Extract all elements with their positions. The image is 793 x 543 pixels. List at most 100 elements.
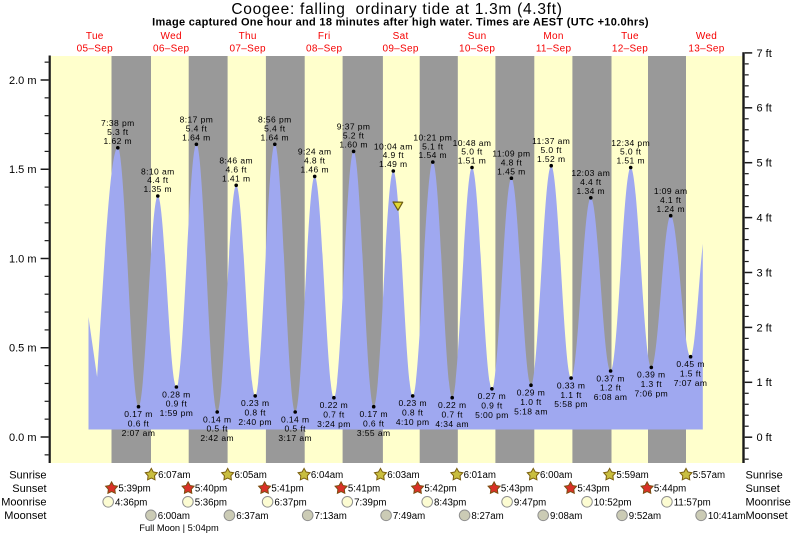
- svg-text:05–Sep: 05–Sep: [77, 44, 113, 55]
- svg-text:1.3 ft: 1.3 ft: [641, 379, 663, 389]
- svg-text:8:43pm: 8:43pm: [434, 497, 466, 508]
- svg-text:0.6 ft: 0.6 ft: [128, 418, 150, 428]
- svg-text:6:00am: 6:00am: [158, 511, 190, 522]
- svg-text:10:41am: 10:41am: [708, 511, 746, 522]
- svg-text:3:24 pm: 3:24 pm: [317, 419, 351, 429]
- svg-text:1.45 m: 1.45 m: [497, 166, 526, 176]
- svg-text:9:08am: 9:08am: [550, 511, 582, 522]
- svg-text:Sunrise: Sunrise: [746, 469, 783, 481]
- svg-text:1.51 m: 1.51 m: [616, 156, 645, 166]
- svg-text:0.8 ft: 0.8 ft: [402, 408, 424, 418]
- svg-text:Sat: Sat: [393, 31, 409, 42]
- svg-text:11:57pm: 11:57pm: [674, 497, 711, 508]
- svg-text:1.5 ft: 1.5 ft: [680, 368, 702, 378]
- svg-text:6:37am: 6:37am: [236, 511, 268, 522]
- svg-text:11:09 pm: 11:09 pm: [492, 149, 530, 159]
- svg-text:0.6 ft: 0.6 ft: [363, 418, 385, 428]
- svg-text:0.8 ft: 0.8 ft: [244, 408, 266, 418]
- svg-text:1.49 m: 1.49 m: [379, 159, 408, 169]
- svg-text:5:00 pm: 5:00 pm: [475, 410, 509, 420]
- svg-text:0.23 m: 0.23 m: [398, 398, 427, 408]
- svg-text:4:34 am: 4:34 am: [435, 419, 469, 429]
- svg-text:9:47pm: 9:47pm: [514, 497, 546, 508]
- svg-text:7:38 pm: 7:38 pm: [101, 118, 135, 128]
- svg-text:6:01am: 6:01am: [464, 470, 496, 481]
- svg-text:5.1 ft: 5.1 ft: [422, 141, 444, 151]
- svg-text:Sunset: Sunset: [746, 483, 780, 495]
- svg-text:8:56 pm: 8:56 pm: [258, 115, 292, 125]
- svg-text:08–Sep: 08–Sep: [306, 44, 342, 55]
- svg-text:1.51 m: 1.51 m: [458, 156, 487, 166]
- svg-text:Mon: Mon: [543, 31, 563, 42]
- svg-text:8:17 pm: 8:17 pm: [180, 115, 214, 125]
- svg-text:0.5 ft: 0.5 ft: [284, 424, 306, 434]
- svg-text:7:49am: 7:49am: [393, 511, 425, 522]
- svg-text:1.0 m: 1.0 m: [9, 253, 37, 265]
- svg-text:1.24 m: 1.24 m: [656, 204, 685, 214]
- svg-text:4.1 ft: 4.1 ft: [660, 195, 682, 205]
- svg-text:6:07am: 6:07am: [158, 470, 190, 481]
- svg-text:1 ft: 1 ft: [757, 377, 772, 389]
- svg-text:2:42 am: 2:42 am: [200, 433, 234, 443]
- svg-text:7:07 am: 7:07 am: [674, 378, 708, 388]
- svg-text:10:21 pm: 10:21 pm: [413, 132, 452, 142]
- svg-text:0.23 m: 0.23 m: [241, 398, 270, 408]
- svg-text:Image captured One hour and 18: Image captured One hour and 18 minutes a…: [152, 17, 649, 29]
- svg-text:4 ft: 4 ft: [757, 213, 772, 225]
- svg-text:Full Moon | 5:04pm: Full Moon | 5:04pm: [139, 523, 219, 533]
- svg-text:0.7 ft: 0.7 ft: [441, 409, 463, 419]
- svg-text:7:06 pm: 7:06 pm: [634, 389, 668, 399]
- svg-text:1.60 m: 1.60 m: [339, 140, 368, 150]
- svg-text:0.14 m: 0.14 m: [281, 414, 310, 424]
- svg-text:Moonrise: Moonrise: [1, 497, 46, 509]
- svg-text:0.22 m: 0.22 m: [320, 400, 349, 410]
- svg-text:3 ft: 3 ft: [757, 267, 772, 279]
- svg-text:Thu: Thu: [239, 31, 257, 42]
- svg-text:Sunset: Sunset: [12, 483, 46, 495]
- svg-text:8:10 am: 8:10 am: [141, 166, 175, 176]
- svg-text:9:37 pm: 9:37 pm: [337, 122, 371, 132]
- svg-text:2 ft: 2 ft: [757, 322, 772, 334]
- svg-text:5.0 ft: 5.0 ft: [620, 147, 642, 157]
- svg-text:3:17 am: 3:17 am: [278, 433, 312, 443]
- svg-text:10:48 am: 10:48 am: [453, 138, 492, 148]
- svg-text:5:39pm: 5:39pm: [118, 484, 150, 495]
- svg-text:0.29 m: 0.29 m: [517, 388, 546, 398]
- svg-text:2:40 pm: 2:40 pm: [238, 417, 272, 427]
- svg-text:0.39 m: 0.39 m: [637, 370, 666, 380]
- svg-text:Wed: Wed: [696, 31, 717, 42]
- svg-text:0.5 m: 0.5 m: [9, 343, 37, 355]
- svg-text:4:10 pm: 4:10 pm: [396, 417, 430, 427]
- svg-text:5.3 ft: 5.3 ft: [107, 127, 129, 137]
- svg-text:5.4 ft: 5.4 ft: [264, 124, 286, 134]
- svg-text:4.4 ft: 4.4 ft: [147, 175, 169, 185]
- svg-text:Sun: Sun: [468, 31, 487, 42]
- svg-text:0.22 m: 0.22 m: [438, 400, 467, 410]
- svg-text:09–Sep: 09–Sep: [382, 44, 418, 55]
- svg-text:0.0 m: 0.0 m: [9, 432, 37, 444]
- svg-text:6:08 am: 6:08 am: [594, 392, 628, 402]
- svg-text:5.0 ft: 5.0 ft: [461, 147, 483, 157]
- svg-text:4.9 ft: 4.9 ft: [383, 150, 405, 160]
- svg-text:1.64 m: 1.64 m: [261, 132, 290, 142]
- svg-text:1.64 m: 1.64 m: [182, 132, 211, 142]
- svg-text:1.0 ft: 1.0 ft: [520, 397, 542, 407]
- svg-text:11–Sep: 11–Sep: [536, 44, 572, 55]
- svg-text:Fri: Fri: [318, 31, 331, 42]
- svg-text:0.28 m: 0.28 m: [162, 389, 191, 399]
- svg-text:Moonset: Moonset: [4, 510, 46, 522]
- svg-text:0.27 m: 0.27 m: [478, 391, 507, 401]
- svg-text:5:41pm: 5:41pm: [348, 484, 380, 495]
- svg-text:1.41 m: 1.41 m: [222, 173, 251, 183]
- svg-text:8:46 am: 8:46 am: [219, 156, 253, 166]
- svg-text:5:36pm: 5:36pm: [195, 497, 227, 508]
- svg-text:Moonrise: Moonrise: [746, 497, 791, 509]
- svg-text:13–Sep: 13–Sep: [688, 44, 724, 55]
- svg-text:06–Sep: 06–Sep: [153, 44, 189, 55]
- svg-text:5:18 am: 5:18 am: [514, 406, 548, 416]
- svg-text:Tue: Tue: [86, 31, 104, 42]
- svg-text:1.62 m: 1.62 m: [104, 136, 133, 146]
- svg-text:5:57am: 5:57am: [693, 470, 725, 481]
- svg-text:4.8 ft: 4.8 ft: [501, 157, 523, 167]
- svg-text:0.45 m: 0.45 m: [676, 359, 705, 369]
